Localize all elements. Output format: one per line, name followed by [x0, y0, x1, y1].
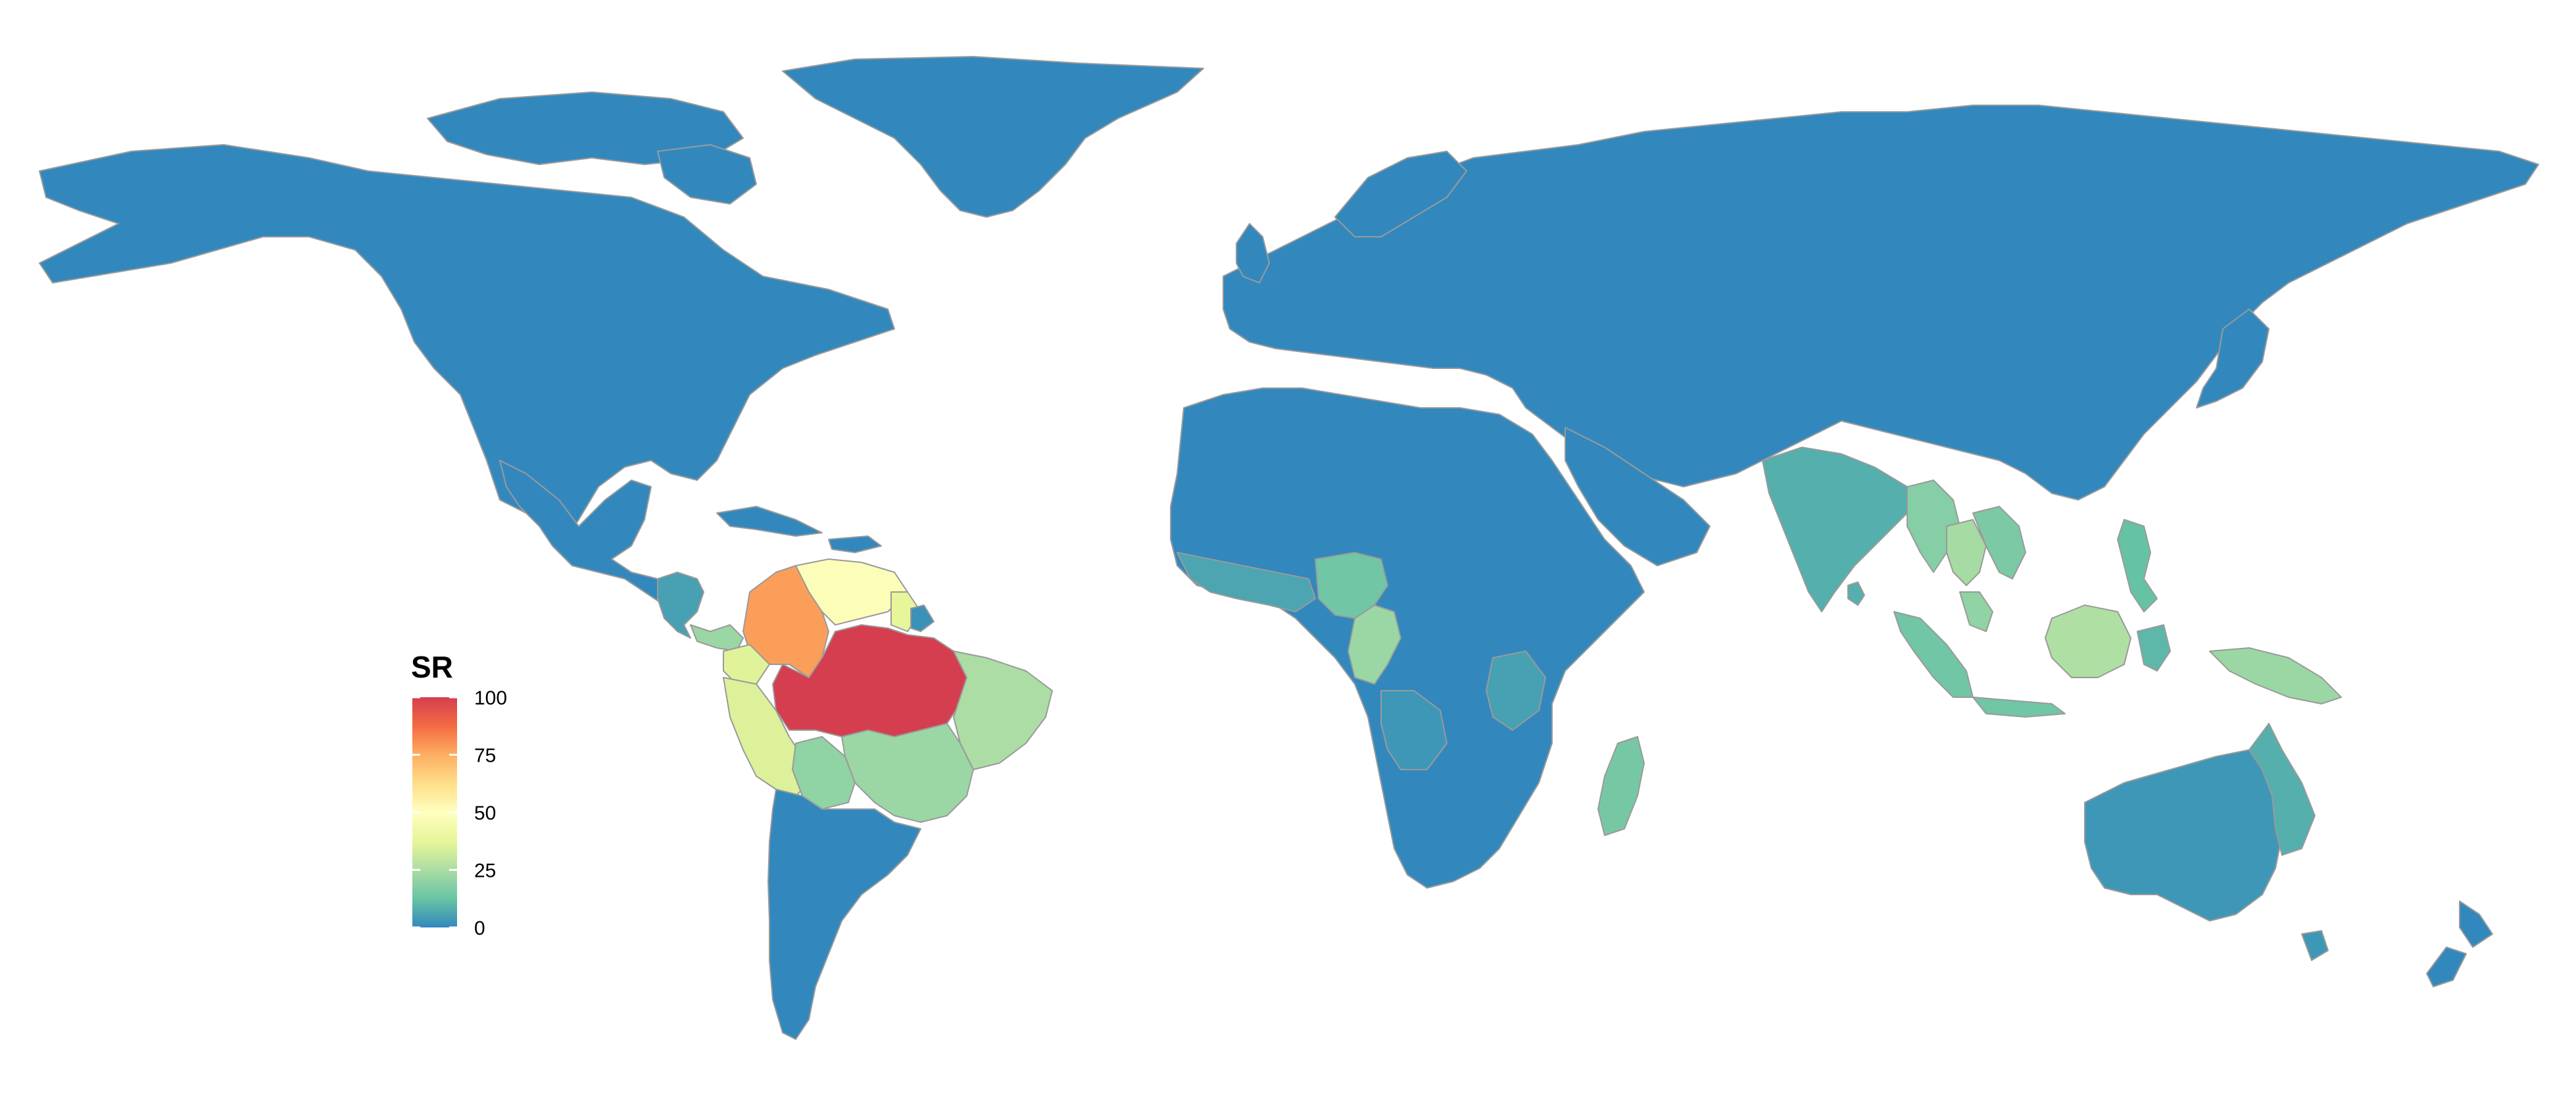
- region-thailand: [1946, 519, 1987, 586]
- region-arabia: [1565, 427, 1711, 566]
- region-europe-asia: [1223, 105, 2539, 501]
- legend-tick-label: 50: [474, 802, 496, 824]
- region-west-africa: [1177, 552, 1316, 612]
- region-southern-south-america: [767, 789, 921, 1040]
- region-congo: [1348, 604, 1401, 685]
- region-sumatra: [1893, 611, 1974, 698]
- legend-title: SR: [411, 650, 453, 684]
- region-scandinavia: [1334, 151, 1467, 237]
- region-tasmania: [2301, 930, 2329, 961]
- region-hispaniola: [828, 535, 882, 553]
- legend-tick-label: 100: [474, 687, 507, 709]
- region-uk: [1236, 223, 1270, 283]
- region-bolivia: [792, 736, 856, 810]
- region-sulawesi: [2137, 624, 2171, 672]
- region-new-zealand-north: [2459, 900, 2493, 948]
- region-malaysia: [1959, 591, 1993, 632]
- region-greenland: [782, 56, 1204, 218]
- legend-tick-label: 75: [474, 745, 496, 767]
- legend-tick-label: 25: [474, 860, 496, 882]
- region-madagascar: [1597, 736, 1645, 836]
- region-panama: [690, 624, 744, 652]
- region-new-zealand-south: [2426, 947, 2467, 987]
- region-india: [1762, 447, 1908, 612]
- region-suriname: [910, 604, 935, 632]
- region-venezuela: [795, 558, 908, 626]
- region-cuba: [716, 506, 823, 537]
- region-sri-lanka: [1847, 581, 1865, 606]
- region-vietnam: [1972, 506, 2026, 579]
- region-philippines: [2117, 519, 2158, 612]
- region-brazil-central: [841, 723, 974, 823]
- region-borneo: [2045, 604, 2131, 678]
- region-east-africa: [1486, 651, 1546, 731]
- legend-tick-label: 0: [474, 918, 485, 939]
- region-brazil-northeast: [953, 651, 1053, 770]
- region-arctic-islands-east: [657, 144, 757, 205]
- region-queensland: [2248, 723, 2316, 856]
- region-north-america: [39, 144, 895, 540]
- region-angola: [1380, 690, 1447, 770]
- region-java: [1972, 697, 2066, 718]
- region-australia: [2084, 749, 2283, 922]
- region-japan: [2196, 308, 2270, 408]
- region-new-guinea: [2209, 647, 2342, 704]
- legend: SR 0 25 50 75 100: [411, 650, 507, 939]
- region-central-america: [657, 572, 704, 639]
